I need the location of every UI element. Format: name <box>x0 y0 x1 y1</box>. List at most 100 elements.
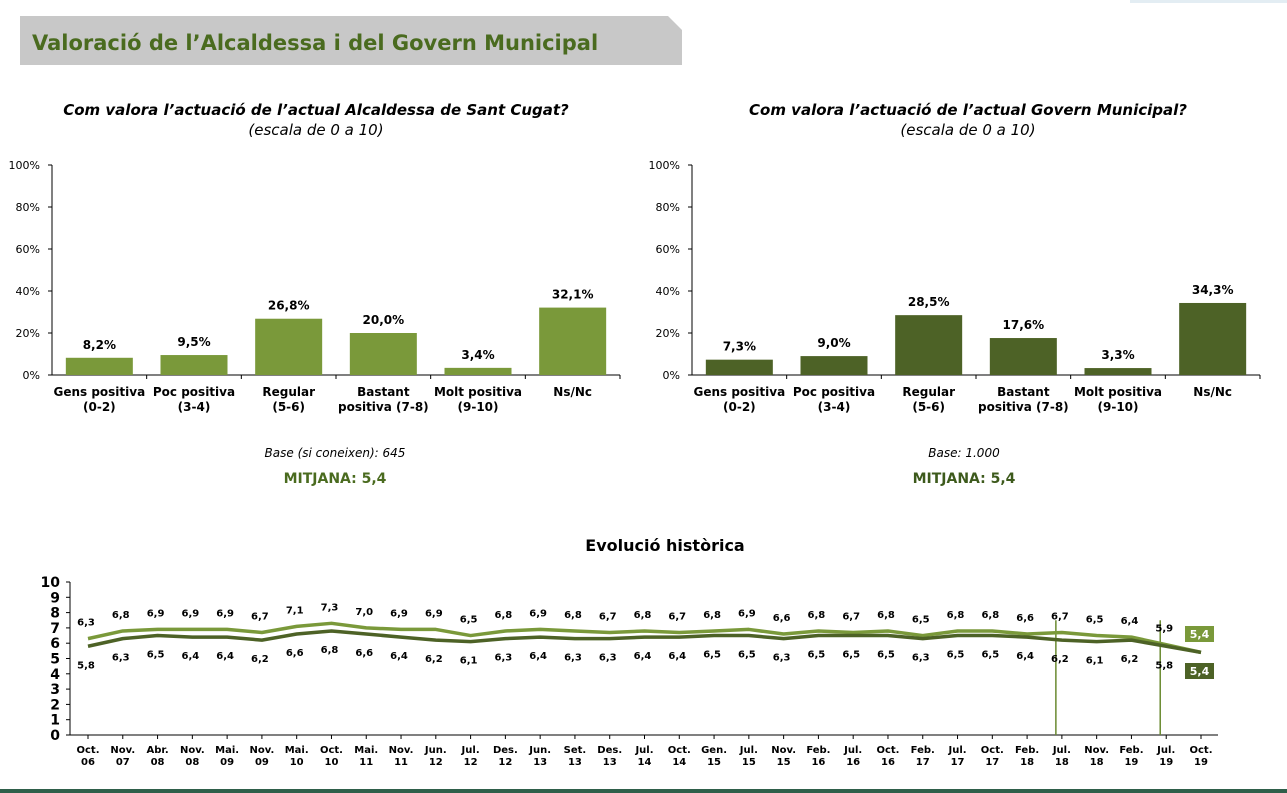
hist-data-label: 6,8 <box>634 610 652 621</box>
left-bar-value-label: 26,8% <box>268 299 310 313</box>
hist-xtick-label: Jul. <box>634 745 653 756</box>
hist-data-label: 6,8 <box>703 610 721 621</box>
right-bar-value-label: 28,5% <box>908 295 950 309</box>
hist-data-label: 6,6 <box>355 648 373 659</box>
hist-data-label: 6,4 <box>1016 651 1034 662</box>
hist-xtick-label: 09 <box>220 757 234 768</box>
hist-xtick-label: Oct. <box>76 745 99 756</box>
hist-ytick-label: 7 <box>50 621 60 637</box>
title-banner-bg <box>20 16 682 65</box>
hist-data-label: 6,8 <box>808 610 826 621</box>
hist-data-label: 6,9 <box>181 608 199 619</box>
right-category-label: (0-2) <box>723 400 756 414</box>
hist-xtick-label: Des. <box>493 745 518 756</box>
left-mitjana: MITJANA: 5,4 <box>283 471 387 487</box>
hist-xtick-label: 18 <box>1020 757 1034 768</box>
hist-xtick-label: 19 <box>1124 757 1138 768</box>
left-category-label: Molt positiva <box>434 385 522 399</box>
hist-xtick-label: Gen. <box>701 745 727 756</box>
left-bar-value-label: 8,2% <box>83 338 116 352</box>
left-question: Com valora l’actuació de l’actual Alcald… <box>20 101 612 139</box>
left-category-label: positiva (7-8) <box>338 400 429 414</box>
hist-data-label: 6,5 <box>981 650 999 661</box>
hist-xtick-label: Feb. <box>911 745 935 756</box>
hist-data-label: 6,7 <box>599 611 617 622</box>
hist-xtick-label: Jul. <box>739 745 758 756</box>
hist-ytick-label: 8 <box>50 606 60 622</box>
hist-ytick-label: 0 <box>50 728 60 744</box>
hist-data-label: 6,5 <box>808 650 826 661</box>
hist-xtick-label: 08 <box>185 757 199 768</box>
left-category-label: (5-6) <box>272 400 305 414</box>
hist-data-label: 6,4 <box>668 651 686 662</box>
left-category-label: Regular <box>262 385 315 399</box>
hist-xtick-label: Oct. <box>668 745 691 756</box>
left-question-text: Com valora l’actuació de l’actual Alcald… <box>63 101 569 119</box>
hist-xtick-label: 10 <box>290 757 304 768</box>
left-category-label: Gens positiva <box>53 385 145 399</box>
hist-data-label: 6,3 <box>112 653 130 664</box>
right-bar-value-label: 9,0% <box>817 336 850 350</box>
right-bar-chart: 0% 20% 40% 60% 80% 100% 7,3% Gens positiva(0-2)… <box>649 159 1261 414</box>
right-category-label: (5-6) <box>912 400 945 414</box>
history-title: Evolució històrica <box>585 536 745 555</box>
hist-ytick-label: 1 <box>50 713 60 729</box>
hist-ytick-label: 6 <box>50 636 60 652</box>
hist-final-value-label: 5,4 <box>1190 628 1210 641</box>
hist-xtick-label: Nov. <box>250 745 275 756</box>
left-category-label: (0-2) <box>83 400 116 414</box>
hist-xtick-label: Jul. <box>1052 745 1071 756</box>
hist-xtick-label: 17 <box>951 757 965 768</box>
left-ytick-label: 60% <box>16 243 40 256</box>
right-bar <box>1084 368 1152 375</box>
hist-data-label: 5,8 <box>77 660 95 671</box>
footer-line <box>0 789 1287 793</box>
hist-series-line-1 <box>87 621 1202 655</box>
hist-data-label: 6,8 <box>947 610 965 621</box>
hist-xtick-label: 17 <box>916 757 930 768</box>
left-bar <box>255 318 323 375</box>
hist-xtick-label: Nov. <box>389 745 414 756</box>
hist-xtick-label: 11 <box>359 757 373 768</box>
hist-xtick-label: 13 <box>603 757 617 768</box>
hist-data-label: 7,1 <box>286 605 304 616</box>
hist-data-label: 6,9 <box>147 608 165 619</box>
hist-data-label: 6,7 <box>842 611 860 622</box>
hist-xtick-label: Oct. <box>1189 745 1212 756</box>
hist-data-label: 6,4 <box>181 651 199 662</box>
hist-data-label: 6,3 <box>912 653 930 664</box>
left-bar-chart: 0% 20% 40% 60% 80% 100% 8,2% Gens positiva(0-2)… <box>9 159 621 414</box>
hist-data-label: 6,4 <box>390 651 408 662</box>
left-bar-value-label: 20,0% <box>363 313 405 327</box>
hist-xtick-label: Jul. <box>947 745 966 756</box>
hist-data-label: 7,3 <box>321 602 339 613</box>
hist-data-label: 6,9 <box>216 608 234 619</box>
hist-data-label: 5,8 <box>1155 660 1173 671</box>
hist-data-label: 6,8 <box>321 645 339 656</box>
hist-xtick-label: 12 <box>464 757 478 768</box>
hist-xtick-label: 19 <box>1194 757 1208 768</box>
hist-xtick-label: 13 <box>533 757 547 768</box>
hist-xtick-label: 14 <box>638 757 652 768</box>
hist-xtick-label: Nov. <box>1084 745 1109 756</box>
right-category-label: Molt positiva <box>1074 385 1162 399</box>
page-title: Valoració de l’Alcaldessa i del Govern M… <box>32 31 599 55</box>
hist-xtick-label: 15 <box>707 757 721 768</box>
hist-xtick-label: 17 <box>985 757 999 768</box>
hist-final-value-box <box>1185 663 1214 679</box>
hist-data-label: 6,8 <box>564 610 582 621</box>
left-bar <box>349 333 417 375</box>
hist-xtick-label: Jun. <box>424 745 447 756</box>
hist-data-label: 6,9 <box>738 608 756 619</box>
right-bar-value-label: 7,3% <box>723 340 756 354</box>
right-bar <box>1179 302 1247 375</box>
hist-xtick-label: Mai. <box>354 745 378 756</box>
hist-data-label: 6,5 <box>912 615 930 626</box>
left-bar-value-label: 9,5% <box>177 335 210 349</box>
hist-xtick-label: 07 <box>116 757 130 768</box>
right-ytick-label: 60% <box>656 243 680 256</box>
hist-data-label: 6,3 <box>495 653 513 664</box>
hist-data-label: 6,7 <box>1051 611 1069 622</box>
hist-data-label: 6,5 <box>460 615 478 626</box>
hist-xtick-label: 09 <box>255 757 269 768</box>
